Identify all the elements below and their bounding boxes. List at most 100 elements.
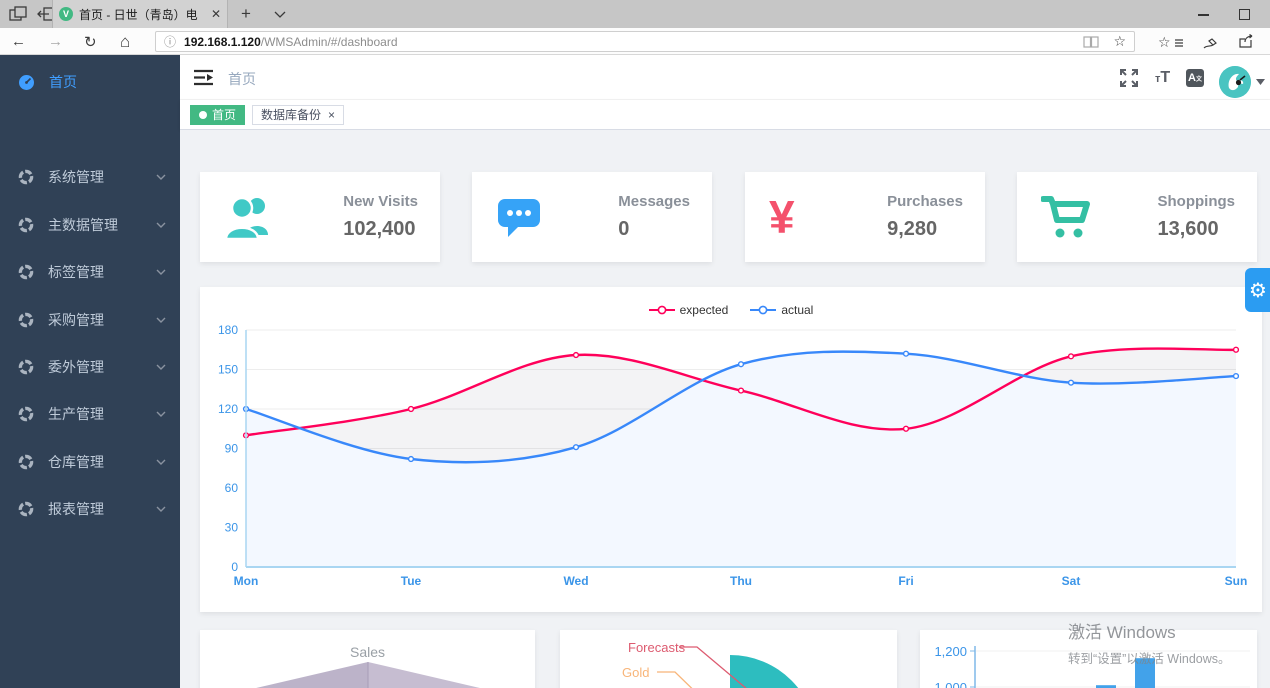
- sidebar-item-reports[interactable]: 报表管理: [0, 489, 180, 529]
- sidebar-item-label: 生产管理: [48, 406, 104, 422]
- component-icon: [18, 454, 34, 470]
- stat-value: 13,600: [1157, 218, 1219, 240]
- stat-label: Shoppings: [1157, 193, 1236, 210]
- sidebar-item-system[interactable]: 系统管理: [0, 157, 180, 197]
- component-icon: [18, 264, 34, 280]
- main-content: New Visits 102,400 Messages 0 ¥ Purchase…: [180, 130, 1270, 688]
- pie-chart[interactable]: [560, 630, 897, 688]
- share-icon[interactable]: [1238, 34, 1256, 50]
- sidebar-item-label: 系统管理: [48, 169, 104, 185]
- component-icon: [18, 169, 34, 185]
- home-icon[interactable]: ⌂: [120, 32, 131, 51]
- stat-label: Purchases: [887, 193, 963, 210]
- stat-card-purchases[interactable]: ¥ Purchases 9,280: [745, 172, 985, 262]
- component-icon: [18, 217, 34, 233]
- money-icon: ¥: [769, 191, 795, 243]
- sidebar-item-label: 标签管理: [48, 264, 104, 280]
- url-host: 192.168.1.120: [184, 34, 261, 49]
- sidebar-item-purchase[interactable]: 采购管理: [0, 300, 180, 340]
- stat-card-shoppings[interactable]: Shoppings 13,600: [1017, 172, 1257, 262]
- tag-close-icon[interactable]: ×: [328, 107, 336, 122]
- chart-legend: expected actual: [200, 303, 1262, 317]
- breadcrumb[interactable]: 首页: [228, 71, 256, 87]
- browser-tab-bar: V 首页 - 日世（青岛）电 ✕ +: [0, 0, 1270, 28]
- radar-chart-title: Sales: [349, 644, 386, 660]
- legend-actual[interactable]: actual: [750, 303, 813, 317]
- site-favicon: V: [59, 7, 73, 21]
- new-tab-button[interactable]: +: [241, 4, 251, 23]
- chevron-down-icon: [156, 411, 166, 417]
- stat-label: New Visits: [343, 193, 418, 210]
- fullscreen-icon[interactable]: [1120, 69, 1138, 87]
- annotate-pen-icon[interactable]: [1202, 35, 1220, 50]
- forward-icon[interactable]: →: [48, 33, 63, 50]
- sidebar-item-outsourcing[interactable]: 委外管理: [0, 347, 180, 387]
- sidebar-item-dashboard[interactable]: 首页: [0, 62, 180, 102]
- favorite-star-icon[interactable]: ☆: [1113, 33, 1126, 49]
- legend-label: actual: [781, 303, 814, 317]
- sidebar-item-masterdata[interactable]: 主数据管理: [0, 205, 180, 245]
- component-icon: [18, 312, 34, 328]
- svg-text:120: 120: [218, 402, 238, 416]
- window-minimize-button[interactable]: [1198, 14, 1209, 16]
- tab-list-chevron-icon[interactable]: [274, 11, 286, 18]
- people-icon: [224, 196, 268, 241]
- svg-text:1,200: 1,200: [934, 644, 967, 659]
- browser-tab[interactable]: V 首页 - 日世（青岛）电 ✕: [52, 0, 228, 28]
- svg-text:Wed: Wed: [563, 574, 588, 588]
- svg-text:0: 0: [231, 560, 238, 574]
- active-dot: [199, 110, 207, 119]
- component-icon: [18, 501, 34, 517]
- pie-label-forecasts[interactable]: Forecasts: [628, 640, 686, 655]
- legend-expected[interactable]: expected: [648, 303, 729, 317]
- component-icon: [18, 359, 34, 375]
- tabs-preview-icon[interactable]: [9, 6, 29, 22]
- radar-chart[interactable]: [200, 630, 535, 688]
- chevron-down-icon: [156, 269, 166, 275]
- tags-view-bar: 首页 数据库备份 ×: [180, 100, 1270, 130]
- sidebar-item-label-mgmt[interactable]: 标签管理: [0, 252, 180, 292]
- avatar[interactable]: [1219, 66, 1251, 98]
- bar-chart[interactable]: 1,200 1,000: [920, 630, 1257, 688]
- window-maximize-button[interactable]: [1239, 9, 1250, 20]
- sidebar-item-label: 报表管理: [48, 501, 104, 517]
- legend-marker-icon: [648, 305, 675, 315]
- reading-view-icon[interactable]: [1083, 35, 1100, 48]
- chevron-down-icon: [156, 174, 166, 180]
- dashboard-icon: [19, 74, 34, 90]
- sidebar-item-label: 仓库管理: [48, 454, 104, 470]
- sidebar-item-warehouse[interactable]: 仓库管理: [0, 442, 180, 482]
- stat-card-new-visits[interactable]: New Visits 102,400: [200, 172, 440, 262]
- hamburger-icon[interactable]: [194, 69, 213, 86]
- line-chart[interactable]: 0 30 60 90 120 150 180 Mon Tue Wed Thu Fri Sat Sun: [200, 317, 1262, 607]
- tag-db-backup[interactable]: 数据库备份 ×: [252, 104, 345, 125]
- svg-text:150: 150: [218, 363, 238, 377]
- component-icon: [18, 406, 34, 422]
- caret-down-icon[interactable]: [1256, 79, 1265, 85]
- favorites-bar-icon[interactable]: ☆: [1158, 34, 1183, 51]
- tab-close-icon[interactable]: ✕: [210, 7, 221, 21]
- font-size-icon[interactable]: тT: [1155, 69, 1171, 86]
- sidebar-item-production[interactable]: 生产管理: [0, 394, 180, 434]
- stat-card-messages[interactable]: Messages 0: [472, 172, 712, 262]
- stat-value: 9,280: [887, 218, 938, 240]
- svg-text:Sat: Sat: [1062, 574, 1081, 588]
- sidebar-item-label: 采购管理: [48, 312, 104, 328]
- svg-text:Thu: Thu: [730, 574, 752, 588]
- settings-panel-button[interactable]: ⚙: [1245, 268, 1270, 312]
- svg-text:Tue: Tue: [401, 574, 422, 588]
- message-icon: [498, 199, 540, 237]
- bar-chart-card: 1,200 1,000: [920, 630, 1257, 688]
- site-info-icon[interactable]: ⓘ: [164, 35, 177, 49]
- legend-label: expected: [679, 303, 729, 317]
- url-path: /WMSAdmin/#/dashboard: [260, 34, 398, 49]
- url-input[interactable]: ⓘ 192.168.1.120/WMSAdmin/#/dashboard ☆: [155, 31, 1135, 52]
- back-icon[interactable]: ←: [11, 33, 26, 50]
- tag-dashboard[interactable]: 首页: [190, 104, 246, 125]
- stat-label: Messages: [618, 193, 690, 210]
- pie-label-gold[interactable]: Gold: [622, 665, 650, 680]
- refresh-icon[interactable]: ↻: [84, 34, 97, 51]
- svg-text:Fri: Fri: [898, 574, 913, 588]
- tag-label: 数据库备份: [261, 108, 322, 122]
